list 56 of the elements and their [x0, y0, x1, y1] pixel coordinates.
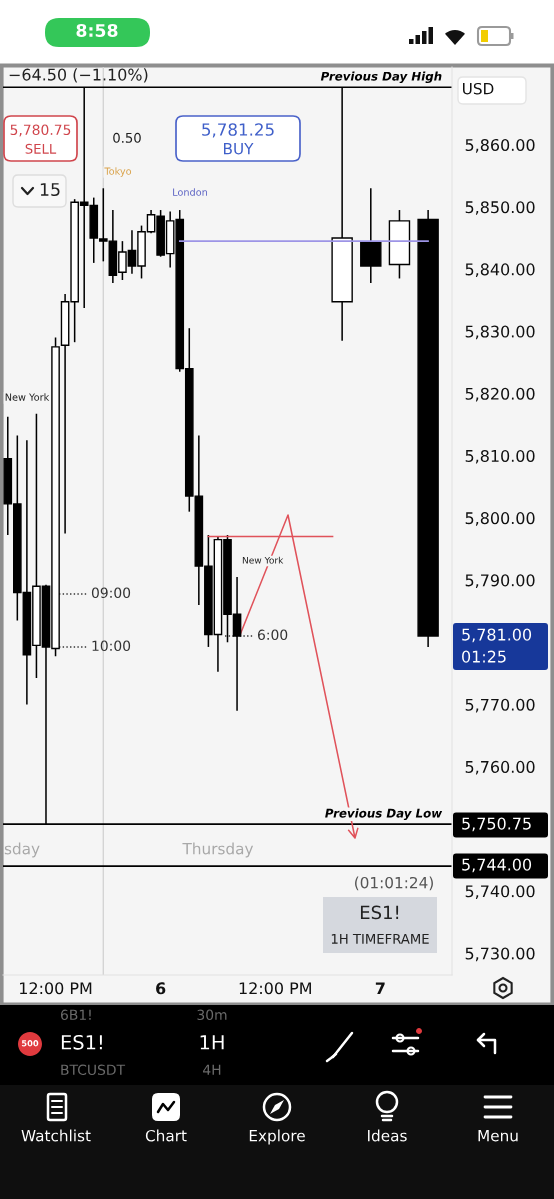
y-tick-label: 5,730.00 — [465, 947, 535, 962]
annotation: ES1! — [360, 905, 399, 920]
text: Chart — [145, 1129, 187, 1142]
annotation: Tokyo — [104, 167, 132, 177]
text: Ideas — [368, 1129, 407, 1142]
text: Explore — [249, 1129, 305, 1145]
text: 6B1! — [60, 1009, 91, 1021]
annotation: (01:01:24) — [355, 876, 433, 891]
x-tick-label: 12:00 PM — [239, 982, 311, 995]
annotation: −64.50 (−1.10%) — [9, 68, 148, 83]
y-tick-label: 5,810.00 — [465, 449, 535, 464]
annotation: 10:00 — [92, 640, 131, 652]
annotation: 5,781.25 — [202, 123, 274, 138]
annotation: 1H TIMEFRAME — [331, 934, 429, 944]
x-tick-label: 7 — [375, 982, 385, 995]
annotation: 0.50 — [113, 132, 141, 143]
text: 8:58 — [76, 23, 118, 38]
annotation: New York — [5, 393, 50, 401]
candlestick — [360, 187, 382, 284]
text: 5,750.75 — [462, 817, 531, 832]
text: 30m — [197, 1009, 227, 1021]
annotation: 5,780.75 — [10, 124, 71, 137]
x-tick-label: 12:00 PM — [20, 982, 92, 995]
text: 5,744.00 — [462, 858, 532, 873]
text: BTCUSDT — [61, 1064, 126, 1076]
annotation: New York — [242, 556, 284, 564]
ref-line-label: Previous Day Low — [325, 808, 443, 821]
text: 500 — [21, 1040, 39, 1047]
y-tick-label: 5,800.00 — [465, 512, 535, 526]
y-tick-label: 5,840.00 — [465, 263, 535, 278]
y-tick-label: 5,760.00 — [465, 760, 535, 775]
text: 4H — [203, 1064, 221, 1075]
y-tick-label: 5,740.00 — [465, 885, 535, 899]
y-tick-label: 5,790.00 — [465, 574, 535, 589]
y-tick-label: 5,860.00 — [465, 138, 535, 153]
annotation: 6:00 — [257, 629, 288, 641]
text: Watchlist — [21, 1129, 91, 1142]
y-tick-label: 5,770.00 — [465, 698, 535, 713]
text: Menu — [478, 1130, 518, 1142]
x-tick-label: 6 — [156, 982, 166, 995]
annotation: London — [173, 188, 207, 196]
text: 01:25 — [462, 650, 506, 663]
annotation: 15 — [40, 183, 60, 197]
y-tick-label: 5,830.00 — [465, 325, 535, 340]
text: ES1! — [61, 1034, 102, 1050]
text: 1H — [200, 1035, 224, 1050]
y-tick-label: 5,820.00 — [465, 387, 535, 402]
annotation: SELL — [25, 143, 57, 154]
ref-line-label: Previous Day High — [320, 71, 442, 84]
y-tick-label: 5,850.00 — [465, 201, 535, 215]
text: 5,781.00 — [462, 628, 532, 643]
text: USD — [463, 82, 494, 95]
annotation: 09:00 — [91, 587, 131, 599]
annotation: Thursday — [182, 842, 254, 858]
annotation: BUY — [224, 143, 254, 155]
annotation: sday — [4, 842, 40, 858]
